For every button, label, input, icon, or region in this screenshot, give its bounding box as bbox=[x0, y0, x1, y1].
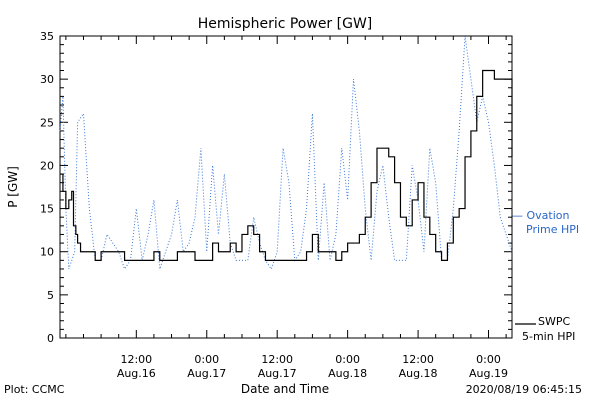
x-tick-label-time: 0:00 bbox=[476, 353, 501, 366]
y-tick-label: 35 bbox=[40, 30, 54, 43]
y-tick-labels: 0 5 10 15 20 25 30 35 bbox=[40, 30, 54, 345]
x-tick-label-date: Aug.17 bbox=[258, 367, 297, 380]
axis-ticks bbox=[60, 35, 512, 339]
y-tick-label: 0 bbox=[47, 332, 54, 345]
y-tick-label: 10 bbox=[40, 246, 54, 259]
x-tick-label-date: Aug.19 bbox=[469, 367, 508, 380]
x-tick-label-time: 0:00 bbox=[335, 353, 360, 366]
legend-ovation-line2: Prime HPI bbox=[526, 223, 579, 236]
y-tick-label: 15 bbox=[40, 203, 54, 216]
x-tick-label-date: Aug.18 bbox=[328, 367, 367, 380]
plot-frame bbox=[59, 35, 513, 339]
series-line-ovation-prime bbox=[59, 35, 513, 271]
x-tick-label-date: Aug.18 bbox=[399, 367, 438, 380]
series-line-swpc bbox=[60, 69, 513, 261]
y-tick-label: 30 bbox=[40, 73, 54, 86]
x-tick-label-time: 12:00 bbox=[120, 353, 152, 366]
x-tick-labels: 12:00Aug.160:00Aug.1712:00Aug.170:00Aug.… bbox=[117, 353, 508, 380]
legend-swpc-line2: 5-min HPI bbox=[522, 330, 575, 343]
legend-ovation-line1: — Ovation bbox=[512, 209, 570, 222]
footer-timestamp: 2020/08/19 06:45:15 bbox=[466, 383, 582, 396]
x-tick-label-time: 12:00 bbox=[402, 353, 434, 366]
x-tick-label-time: 12:00 bbox=[261, 353, 293, 366]
footer-credit: Plot: CCMC bbox=[4, 383, 65, 396]
y-axis-label: P [GW] bbox=[6, 166, 20, 208]
x-tick-label-time: 0:00 bbox=[194, 353, 219, 366]
x-axis-label: Date and Time bbox=[241, 382, 329, 396]
y-tick-label: 25 bbox=[40, 116, 54, 129]
y-tick-label: 20 bbox=[40, 159, 54, 172]
chart-title: Hemispheric Power [GW] bbox=[198, 16, 373, 32]
legend-swpc-line1: SWPC bbox=[538, 315, 570, 328]
x-tick-label-date: Aug.16 bbox=[117, 367, 156, 380]
y-tick-label: 5 bbox=[47, 289, 54, 302]
x-tick-label-date: Aug.17 bbox=[187, 367, 226, 380]
